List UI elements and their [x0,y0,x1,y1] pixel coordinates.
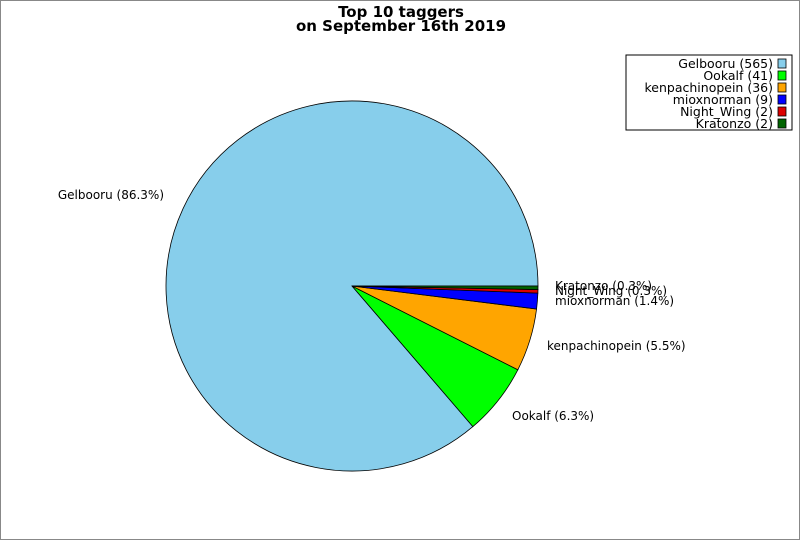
pie-slice-labels: Gelbooru (86.3%) Ookalf (6.3%) kenpachinop… [58,188,686,423]
legend-swatch-mioxnorman [777,94,787,105]
legend-swatch-ookalf [777,70,787,81]
legend-swatch-night-wing [777,106,787,117]
legend-label-kratonzo: Kratonzo (2) [696,116,773,131]
legend-label-gelbooru: Gelbooru (565) [678,56,773,71]
slice-label-night-wing: Night_Wing (0.3%) [555,284,667,298]
pie-slices [165,100,539,472]
slice-label-kenpachinopein: kenpachinopein (5.5%) [547,339,686,353]
slice-label-kratonzo: Kratonzo (0.3%) [555,279,652,293]
slice-label-ookalf: Ookalf (6.3%) [512,409,594,423]
legend-swatch-kenpachinopein [777,82,787,93]
slice-label-mioxnorman: mioxnorman (1.4%) [555,294,674,308]
legend-swatch-gelbooru [777,58,787,69]
legend-box [625,54,793,131]
chart-title: Top 10 taggers [338,3,464,21]
legend-label-kenpachinopein: kenpachinopein (36) [645,80,774,95]
legend-label-mioxnorman: mioxnorman (9) [673,92,773,107]
chart-subtitle: on September 16th 2019 [296,17,506,35]
legend-label-ookalf: Ookalf (41) [703,68,773,83]
legend-items: Gelbooru (565)Ookalf (41)kenpachinopein … [645,56,787,131]
pie-slice-kratonzo [351,285,539,290]
legend-label-night-wing: Night_Wing (2) [680,104,773,119]
legend-swatch-kratonzo [777,118,787,129]
slice-label-gelbooru: Gelbooru (86.3%) [58,188,164,202]
legend: Gelbooru (565)Ookalf (41)kenpachinopein … [625,54,793,131]
